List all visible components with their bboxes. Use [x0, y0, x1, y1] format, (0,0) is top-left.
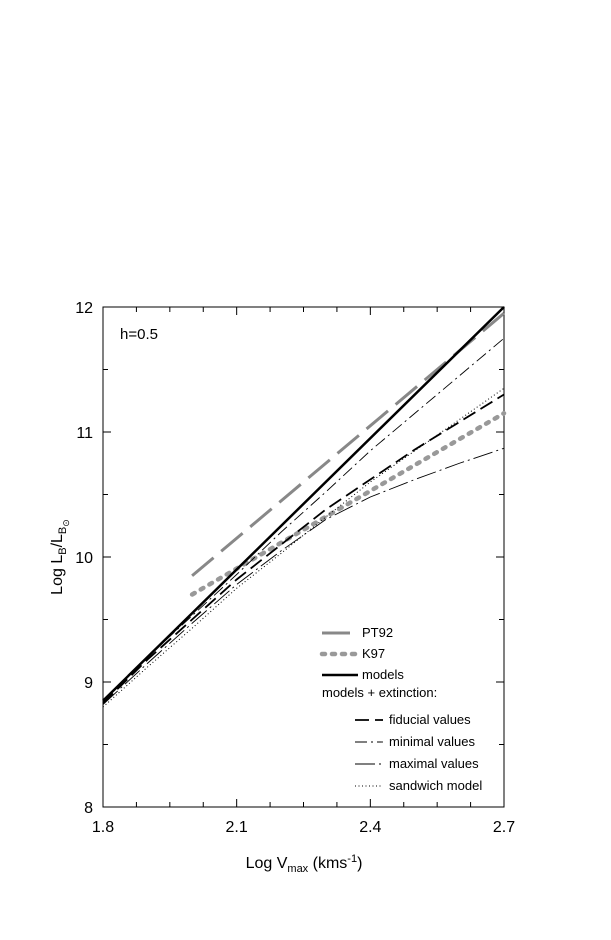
- x-tick-label: 1.8: [92, 819, 114, 836]
- x-tick-label: 2.7: [493, 819, 515, 836]
- y-tick-label: 9: [84, 675, 93, 692]
- series-layer: [102, 306, 507, 708]
- x-axis-label-main: Log V: [246, 855, 288, 872]
- series-maximal-values-line: [102, 447, 505, 705]
- y-tick-label: 12: [75, 300, 93, 317]
- x-axis-label-unit-pre: (kms: [308, 855, 347, 872]
- legend-label: maximal values: [389, 756, 479, 771]
- x-tick-label: 2.4: [359, 819, 381, 836]
- series-k97-line: [189, 411, 507, 597]
- y-axis-label-sub3: ⊙: [61, 519, 71, 527]
- x-axis-label-unit-sup: -1: [347, 853, 357, 865]
- y-axis-label-mid: /L: [49, 534, 66, 547]
- y-axis-label-sub2: B: [57, 527, 69, 534]
- x-axis-label: Log Vmax (kms-1): [246, 853, 363, 875]
- x-axis-label-unit-post: ): [357, 855, 362, 872]
- x-axis-ticks: 1.8 2.1 2.4 2.7: [92, 307, 515, 836]
- legend-label: sandwich model: [389, 778, 482, 793]
- plot-frame: [102, 306, 505, 808]
- series-minimal-values-line: [102, 337, 505, 703]
- x-axis-label-sub: max: [287, 863, 308, 875]
- x-tick-label: 2.1: [226, 819, 248, 836]
- series-pt92-line: [191, 312, 505, 577]
- legend: PT92 K97 models models + extinction: fiducia…: [319, 625, 482, 793]
- y-tick-label: 11: [76, 425, 93, 442]
- legend-subheading: models + extinction:: [322, 685, 437, 700]
- series-fiducial-values-line: [102, 393, 505, 704]
- y-axis-label-sub1: B: [57, 547, 69, 554]
- y-axis-ticks: 8 9 10 11 12: [75, 300, 504, 817]
- legend-label: K97: [362, 646, 385, 661]
- series-models-line: [102, 306, 505, 702]
- series-sandwich-model-line: [102, 387, 505, 708]
- y-axis-label: Log LB/LB⊙: [49, 519, 71, 595]
- legend-label: models: [362, 667, 404, 682]
- legend-label: minimal values: [389, 734, 475, 749]
- annotation-h: h=0.5: [120, 326, 158, 343]
- y-tick-label: 10: [75, 550, 93, 567]
- legend-label: fiducial values: [389, 712, 471, 727]
- legend-label: PT92: [362, 625, 393, 640]
- y-tick-label: 8: [84, 800, 93, 817]
- y-axis-label-main: Log L: [49, 555, 66, 595]
